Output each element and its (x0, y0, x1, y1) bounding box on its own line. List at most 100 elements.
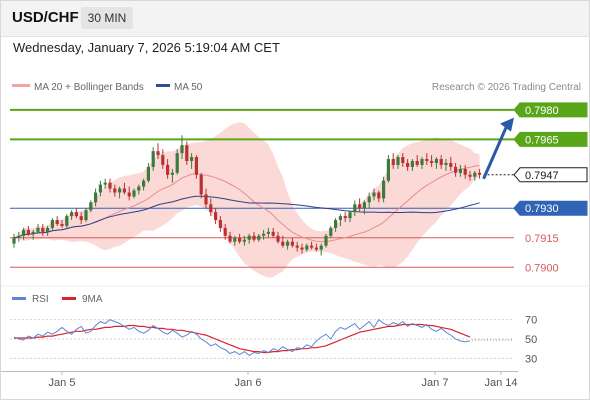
candle (454, 162, 458, 177)
candle-body (137, 186, 141, 191)
candle (266, 227, 270, 238)
candle (334, 218, 338, 232)
timeframe-button[interactable]: 30 MIN (81, 7, 133, 29)
candle (415, 155, 419, 167)
candle (362, 200, 366, 215)
level-label-1: 0.7965 (525, 134, 559, 146)
candle-body (175, 153, 179, 173)
rsi-layer: 70 50 30 (10, 315, 537, 365)
candle (199, 172, 203, 199)
candle (310, 241, 314, 250)
candle-body (362, 202, 366, 209)
candle-body (262, 233, 266, 236)
level-label-4: 0.7915 (525, 233, 559, 245)
candle (170, 168, 174, 183)
candle-body (314, 247, 318, 250)
bollinger-band (14, 122, 480, 278)
candle (103, 178, 107, 189)
candle (41, 223, 45, 236)
candle (89, 200, 93, 213)
x-axis-layer: Jan 5 Jan 6 Jan 7 Jan 14 (49, 371, 518, 389)
ma50-legend-label: MA 50 (174, 82, 203, 93)
candle (406, 159, 410, 171)
candle (324, 233, 328, 248)
candle (367, 192, 371, 209)
level-label-2: 0.7947 (525, 170, 559, 182)
level-label-5: 0.7900 (525, 262, 559, 274)
candle-body (103, 182, 107, 185)
candle (338, 214, 342, 226)
candle-body (194, 157, 198, 175)
candle-body (142, 180, 146, 187)
candle (238, 233, 242, 244)
candle-body (74, 212, 78, 217)
forecast-arrow-shaft (482, 127, 508, 180)
candle (276, 231, 280, 244)
candle-body (334, 220, 338, 228)
candle (94, 188, 98, 207)
candle (463, 164, 467, 179)
candle-body (449, 162, 453, 167)
candle (458, 164, 462, 177)
bollinger-band-layer (14, 122, 480, 278)
candle-body (358, 204, 362, 209)
candle-body (377, 192, 381, 199)
candle (60, 220, 64, 228)
forecast-arrow-head (500, 117, 514, 132)
candle (430, 155, 434, 167)
candle-body (271, 231, 275, 236)
candle-body (233, 237, 237, 242)
candle (185, 141, 189, 165)
datetime-label: Wednesday, January 7, 2026 5:19:04 AM CE… (13, 40, 280, 55)
candle-body (290, 241, 294, 246)
candle (382, 176, 386, 203)
candle-body (199, 174, 203, 195)
candle (113, 184, 117, 197)
candle-body (127, 192, 131, 197)
level-tag-3 (513, 200, 588, 216)
candle (50, 218, 54, 230)
candle-body (319, 245, 323, 250)
candle-body (214, 212, 218, 221)
candle-body (70, 212, 74, 217)
candles-layer (12, 135, 482, 256)
candle (84, 208, 88, 223)
candle (473, 170, 477, 181)
candle (314, 243, 318, 252)
candle-body (98, 184, 102, 193)
candle-body (190, 157, 194, 162)
candle-body (410, 161, 414, 167)
candle (118, 186, 122, 199)
rsi-ma-line (14, 323, 471, 354)
candle-body (26, 229, 30, 234)
candle (55, 216, 59, 226)
candle-body (55, 220, 59, 224)
candle (209, 198, 213, 217)
candle-body (108, 182, 112, 189)
candle (194, 155, 198, 179)
candle (305, 243, 309, 252)
candle (252, 231, 256, 242)
candle (98, 180, 102, 197)
candle-body (22, 229, 26, 236)
level-label-3: 0.7930 (525, 203, 559, 215)
candle (319, 243, 323, 256)
candle (425, 153, 429, 165)
candle-body (310, 245, 314, 248)
ma50-legend-swatch (156, 84, 170, 87)
x-tick-label-1: Jan 6 (235, 377, 262, 389)
candle-body (166, 164, 170, 175)
candle-body (132, 190, 136, 197)
candle (233, 235, 237, 246)
candle-body (434, 159, 438, 163)
candle-body (79, 216, 83, 221)
candle (12, 233, 16, 248)
candle-body (247, 235, 251, 240)
candle-body (305, 245, 309, 250)
candle (247, 233, 251, 244)
candle-body (295, 245, 299, 248)
candle (65, 214, 69, 228)
candle (122, 182, 126, 195)
candle (271, 227, 275, 238)
